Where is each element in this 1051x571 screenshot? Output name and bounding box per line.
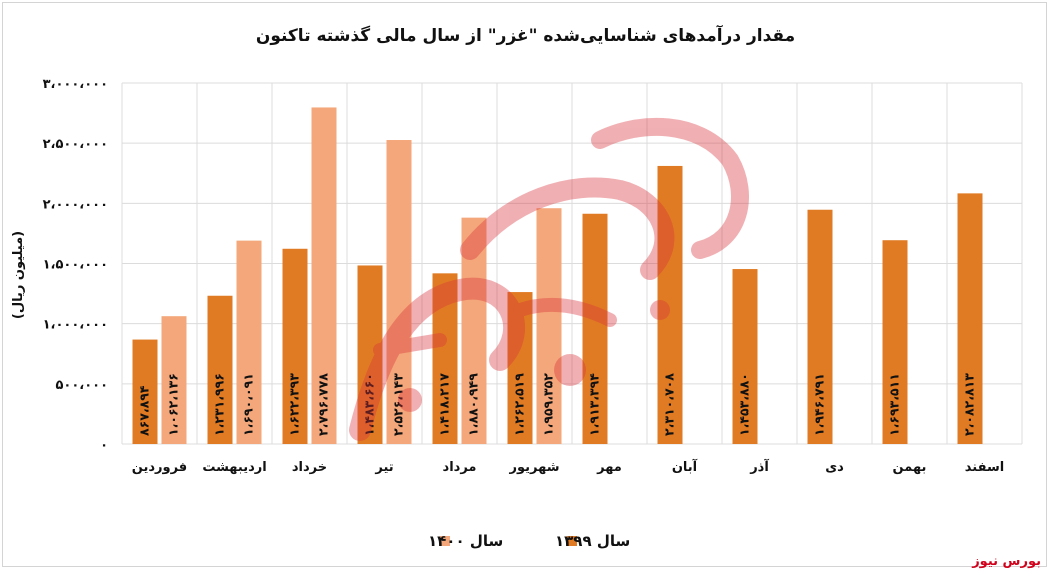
legend-swatch-1399 bbox=[567, 536, 577, 546]
bar-1400 bbox=[161, 316, 187, 444]
bar-1399 bbox=[732, 269, 758, 444]
y-axis-tick-labels: ۰ ۵۰۰،۰۰۰ ۱،۰۰۰،۰۰۰ ۱،۵۰۰،۰۰۰ ۲،۰۰۰،۰۰۰ ۲،۵۰۰… bbox=[43, 77, 108, 453]
bar-1399 bbox=[807, 209, 833, 444]
data-label: ۲،۳۱۰،۷۰۸ bbox=[662, 373, 677, 436]
bar-1399 bbox=[957, 193, 983, 444]
data-label: ۱،۶۹۰،۰۹۱ bbox=[241, 373, 256, 436]
data-label: ۱،۶۹۳،۵۱۱ bbox=[887, 373, 902, 436]
x-tick-label: اردیبهشت bbox=[202, 460, 266, 475]
data-label: ۱،۹۱۳،۳۹۴ bbox=[587, 373, 602, 436]
y-tick-label: ۱،۰۰۰،۰۰۰ bbox=[43, 318, 108, 333]
x-tick-label: اسفند bbox=[965, 460, 1004, 475]
bar-1399 bbox=[432, 273, 458, 444]
y-tick-label: ۱،۵۰۰،۰۰۰ bbox=[43, 258, 108, 273]
x-tick-label: مرداد bbox=[443, 460, 477, 475]
data-label: ۲،۵۲۶،۱۴۳ bbox=[391, 373, 406, 436]
gridlines bbox=[121, 82, 1023, 445]
legend-swatch-1400 bbox=[440, 536, 450, 546]
data-label: ۸۶۷،۸۹۴ bbox=[137, 385, 152, 436]
bar-1399 bbox=[657, 165, 683, 444]
bar-1400 bbox=[386, 140, 412, 444]
bar-1399 bbox=[282, 248, 308, 444]
legend-label-1400: سال ۱۴۰۰ bbox=[428, 532, 503, 550]
y-tick-label: ۳،۰۰۰،۰۰۰ bbox=[43, 77, 108, 92]
y-axis-label: (میلیون ریال) bbox=[11, 231, 26, 319]
x-tick-label: بهمن bbox=[893, 460, 927, 475]
bar-1399 bbox=[357, 265, 383, 444]
data-label: ۱،۹۵۹،۳۵۲ bbox=[541, 373, 556, 436]
bar-1400 bbox=[311, 107, 337, 445]
chart-title: مقدار درآمدهای شناسایی‌شده "غزر" از سال … bbox=[255, 26, 796, 46]
x-tick-label: آبان bbox=[672, 458, 698, 475]
x-tick-label: شهریور bbox=[509, 460, 560, 475]
legend-label-1399: سال ۱۳۹۹ bbox=[555, 532, 630, 550]
bar-1400 bbox=[536, 208, 562, 444]
bar-1399 bbox=[132, 339, 158, 444]
data-label: ۱،۰۶۲،۱۳۶ bbox=[166, 373, 181, 436]
data-label: ۱،۶۲۲،۳۹۳ bbox=[287, 373, 302, 436]
bar-1399 bbox=[207, 295, 233, 444]
data-label: ۱،۲۳۱،۹۹۶ bbox=[212, 373, 227, 436]
bar-1399 bbox=[882, 240, 908, 444]
bar-1400 bbox=[236, 240, 262, 444]
data-labels: ۸۶۷،۸۹۴ ۱،۰۶۲،۱۳۶ ۱،۲۳۱،۹۹۶ ۱،۶۹۰،۰۹۱ ۱،۶۲۲،… bbox=[137, 373, 977, 436]
x-tick-label: خرداد bbox=[292, 460, 327, 475]
data-label: ۱،۸۸۰،۹۴۹ bbox=[466, 373, 481, 436]
x-tick-label: آذر bbox=[749, 458, 769, 475]
data-label: ۱،۴۸۳،۶۶۰ bbox=[362, 373, 377, 436]
x-tick-label: تیر bbox=[374, 460, 393, 475]
bar-1399 bbox=[507, 292, 533, 444]
bars bbox=[132, 107, 983, 445]
x-tick-label: دی bbox=[825, 460, 844, 475]
data-label: ۱،۲۶۲،۵۱۹ bbox=[512, 373, 527, 436]
data-label: ۱،۹۴۶،۷۹۱ bbox=[812, 373, 827, 436]
x-tick-label: فروردین bbox=[132, 460, 187, 475]
legend: سال ۱۳۹۹ سال ۱۴۰۰ bbox=[428, 532, 630, 550]
y-tick-label: ۵۰۰،۰۰۰ bbox=[55, 378, 108, 393]
bar-1399 bbox=[582, 213, 608, 444]
data-label: ۱،۴۱۸،۲۱۷ bbox=[437, 373, 452, 436]
data-label: ۲،۷۹۶،۷۷۸ bbox=[316, 373, 331, 436]
x-axis-tick-labels: فروردین اردیبهشت خرداد تیر مرداد شهریور مهر آبا… bbox=[132, 458, 1004, 475]
data-label: ۲،۰۸۲،۸۱۳ bbox=[962, 373, 977, 436]
y-tick-label: ۲،۵۰۰،۰۰۰ bbox=[43, 137, 108, 152]
y-tick-label: ۰ bbox=[100, 438, 108, 453]
data-label: ۱،۴۵۳،۸۸۰ bbox=[737, 373, 752, 436]
y-tick-label: ۲،۰۰۰،۰۰۰ bbox=[43, 197, 108, 212]
x-tick-label: مهر bbox=[596, 460, 622, 475]
bar-1400 bbox=[461, 217, 487, 444]
source-label: بورس نیوز bbox=[972, 554, 1041, 569]
